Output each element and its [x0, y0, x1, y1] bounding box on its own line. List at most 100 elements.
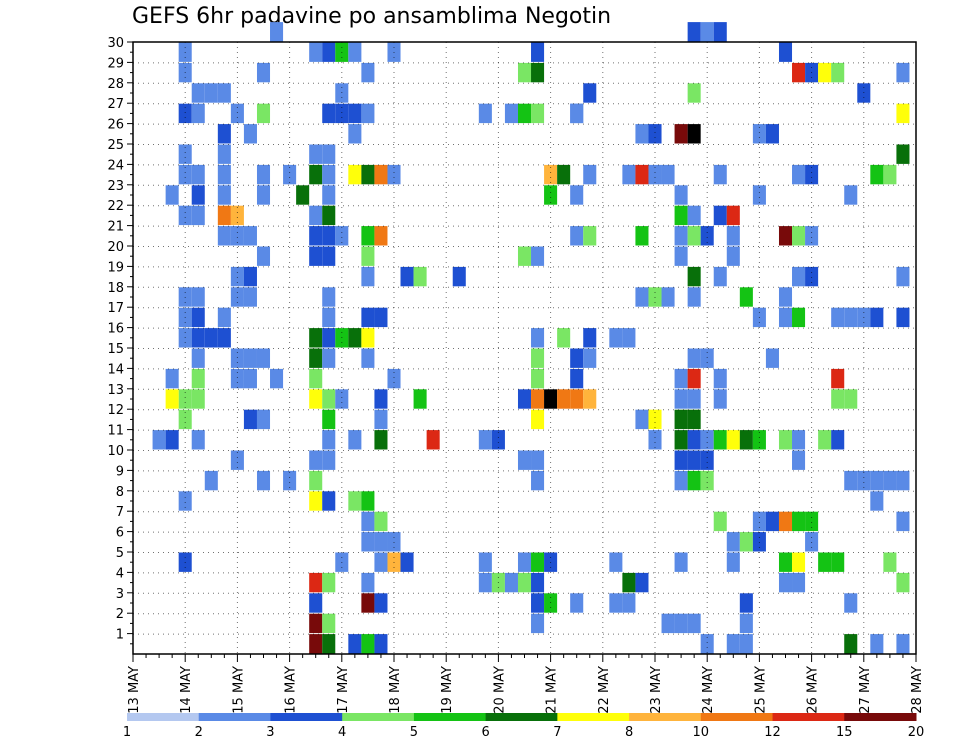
y-tick-label: 1: [116, 628, 124, 643]
heatmap-cell: [544, 185, 558, 205]
heatmap-cell: [883, 470, 897, 491]
y-tick-label: 9: [116, 464, 124, 479]
heatmap-cell: [765, 124, 779, 144]
heatmap-cell: [243, 124, 257, 144]
heatmap-cell: [870, 470, 884, 491]
heatmap-cell: [191, 185, 205, 205]
heatmap-cell: [230, 266, 244, 287]
heatmap-cell: [870, 164, 884, 185]
heatmap-cell: [622, 593, 636, 613]
heatmap-cell: [805, 532, 819, 552]
heatmap-cell: [309, 450, 323, 470]
heatmap-cell: [635, 164, 649, 185]
heatmap-cell: [374, 552, 388, 572]
heatmap-cell: [178, 103, 192, 124]
heatmap-cell: [687, 470, 701, 491]
heatmap-cell: [844, 389, 858, 409]
heatmap-cell: [896, 62, 910, 83]
heatmap-cell: [648, 430, 662, 450]
heatmap-cell: [531, 409, 545, 430]
colorbar-segment: [413, 713, 487, 721]
heatmap-cell: [374, 532, 388, 552]
heatmap-cell: [687, 368, 701, 389]
heatmap-cell: [726, 205, 740, 226]
y-tick-label: 11: [107, 424, 124, 439]
heatmap-cell: [361, 62, 375, 83]
x-tick-label: 27 MAY: [858, 666, 873, 714]
y-tick-label: 15: [107, 342, 124, 357]
colorbar-label: 12: [764, 725, 781, 740]
colorbar-segment: [127, 713, 200, 721]
heatmap-cell: [322, 328, 336, 348]
colorbar-segment: [629, 713, 702, 721]
heatmap-cell: [635, 287, 649, 307]
heatmap-cell: [191, 368, 205, 389]
heatmap-cell: [557, 389, 571, 409]
heatmap-cell: [713, 511, 727, 532]
heatmap-cell: [309, 613, 323, 634]
heatmap-cell: [191, 430, 205, 450]
heatmap-cell: [531, 246, 545, 266]
heatmap-cell: [322, 634, 336, 654]
heatmap-cell: [504, 572, 518, 593]
heatmap-cell: [387, 532, 401, 552]
heatmap-cell: [335, 389, 349, 409]
heatmap-cell: [700, 22, 714, 42]
heatmap-cell: [322, 103, 336, 124]
heatmap-cell: [517, 552, 532, 572]
heatmap-cell: [622, 328, 636, 348]
heatmap-cell: [674, 226, 688, 246]
heatmap-cell: [452, 266, 466, 287]
heatmap-cell: [531, 103, 545, 124]
heatmap-cell: [739, 593, 753, 613]
heatmap-cell: [570, 593, 584, 613]
heatmap-cell: [687, 450, 701, 470]
colorbar-label: 7: [553, 725, 561, 740]
heatmap-cell: [361, 348, 375, 368]
heatmap-cell: [622, 164, 636, 185]
heatmap-cell: [178, 389, 192, 409]
heatmap-cell: [491, 430, 505, 450]
heatmap-cell: [583, 348, 597, 368]
heatmap-cell: [583, 83, 597, 103]
x-tick-label: 15 MAY: [231, 666, 246, 714]
heatmap-cell: [361, 572, 375, 593]
heatmap-cell: [687, 409, 701, 430]
heatmap-cell: [635, 124, 649, 144]
heatmap-cell: [674, 409, 688, 430]
heatmap-cell: [374, 226, 388, 246]
heatmap-cell: [517, 103, 532, 124]
y-tick-label: 13: [107, 383, 124, 398]
heatmap-cell: [191, 307, 205, 328]
heatmap-cell: [674, 450, 688, 470]
heatmap-cell: [896, 144, 910, 164]
heatmap-cell: [687, 287, 701, 307]
heatmap-cell: [674, 552, 688, 572]
colorbar-label: 8: [625, 725, 633, 740]
heatmap-cell: [831, 307, 845, 328]
heatmap-cell: [687, 613, 701, 634]
heatmap-cell: [896, 634, 910, 654]
heatmap-cell: [204, 470, 218, 491]
x-tick-label: 20 MAY: [492, 666, 507, 714]
heatmap-cell: [361, 307, 375, 328]
y-tick-label: 30: [107, 36, 124, 51]
heatmap-cell: [531, 552, 545, 572]
heatmap-cell: [726, 532, 740, 552]
heatmap-cell: [531, 613, 545, 634]
heatmap-cell: [583, 328, 597, 348]
heatmap-cell: [309, 328, 323, 348]
heatmap-cell: [322, 389, 336, 409]
heatmap-cell: [283, 164, 297, 185]
heatmap-cell: [713, 368, 727, 389]
heatmap-cell: [792, 552, 806, 572]
heatmap-cell: [400, 266, 414, 287]
x-tick-label: 18 MAY: [388, 666, 403, 714]
heatmap-cell: [609, 328, 623, 348]
heatmap-cell: [739, 532, 753, 552]
heatmap-cell: [283, 470, 297, 491]
heatmap-cell: [204, 83, 218, 103]
heatmap-cell: [309, 389, 323, 409]
heatmap-cell: [322, 144, 336, 164]
heatmap-cell: [230, 103, 244, 124]
